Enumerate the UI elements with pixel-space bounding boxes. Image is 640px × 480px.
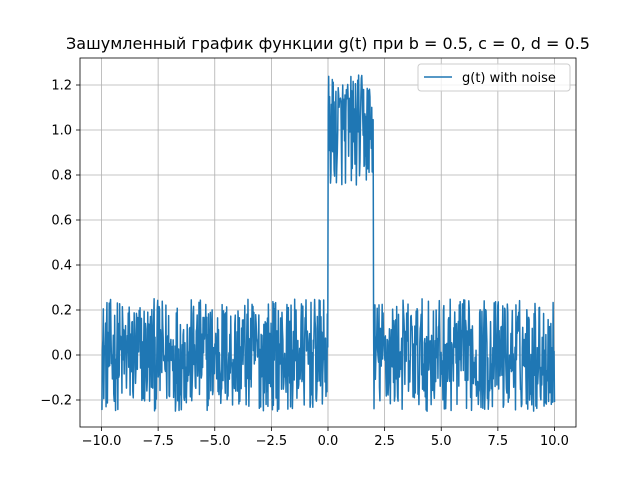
y-tick-label: 0.6 xyxy=(51,214,72,229)
series-line-g-t-with-noise xyxy=(100,74,556,412)
legend-box xyxy=(417,63,571,92)
legend: g(t) with noise xyxy=(417,63,571,92)
y-tick-label: 0.8 xyxy=(51,169,72,184)
x-tick-label: −2.5 xyxy=(256,434,288,449)
x-tick-label: −5.0 xyxy=(199,434,231,449)
series-layer xyxy=(100,74,556,412)
y-tick-label: −0.2 xyxy=(40,394,72,409)
x-tick-label: 10.0 xyxy=(540,434,569,449)
legend-label: g(t) with noise xyxy=(462,71,556,86)
y-tick-label: 1.0 xyxy=(51,124,72,139)
axes: −10.0 −7.5 −5.0 −2.5 0.0 2.5 5.0 7.5 10.0 −0.2 0.0… xyxy=(40,79,569,450)
y-tick-label: 0.2 xyxy=(51,304,72,319)
chart-title: Зашумленный график функции g(t) при b = … xyxy=(66,34,590,53)
y-tick-label: 1.2 xyxy=(51,79,72,94)
x-tick-label: −10.0 xyxy=(82,434,122,449)
y-tick-label: 0.0 xyxy=(51,349,72,364)
y-tick-label: 0.4 xyxy=(51,259,72,274)
x-tick-label: −7.5 xyxy=(142,434,174,449)
x-tick-label: 2.5 xyxy=(374,434,395,449)
x-tick-label: 5.0 xyxy=(431,434,452,449)
x-tick-label: 0.0 xyxy=(318,434,339,449)
x-tick-label: 7.5 xyxy=(488,434,509,449)
